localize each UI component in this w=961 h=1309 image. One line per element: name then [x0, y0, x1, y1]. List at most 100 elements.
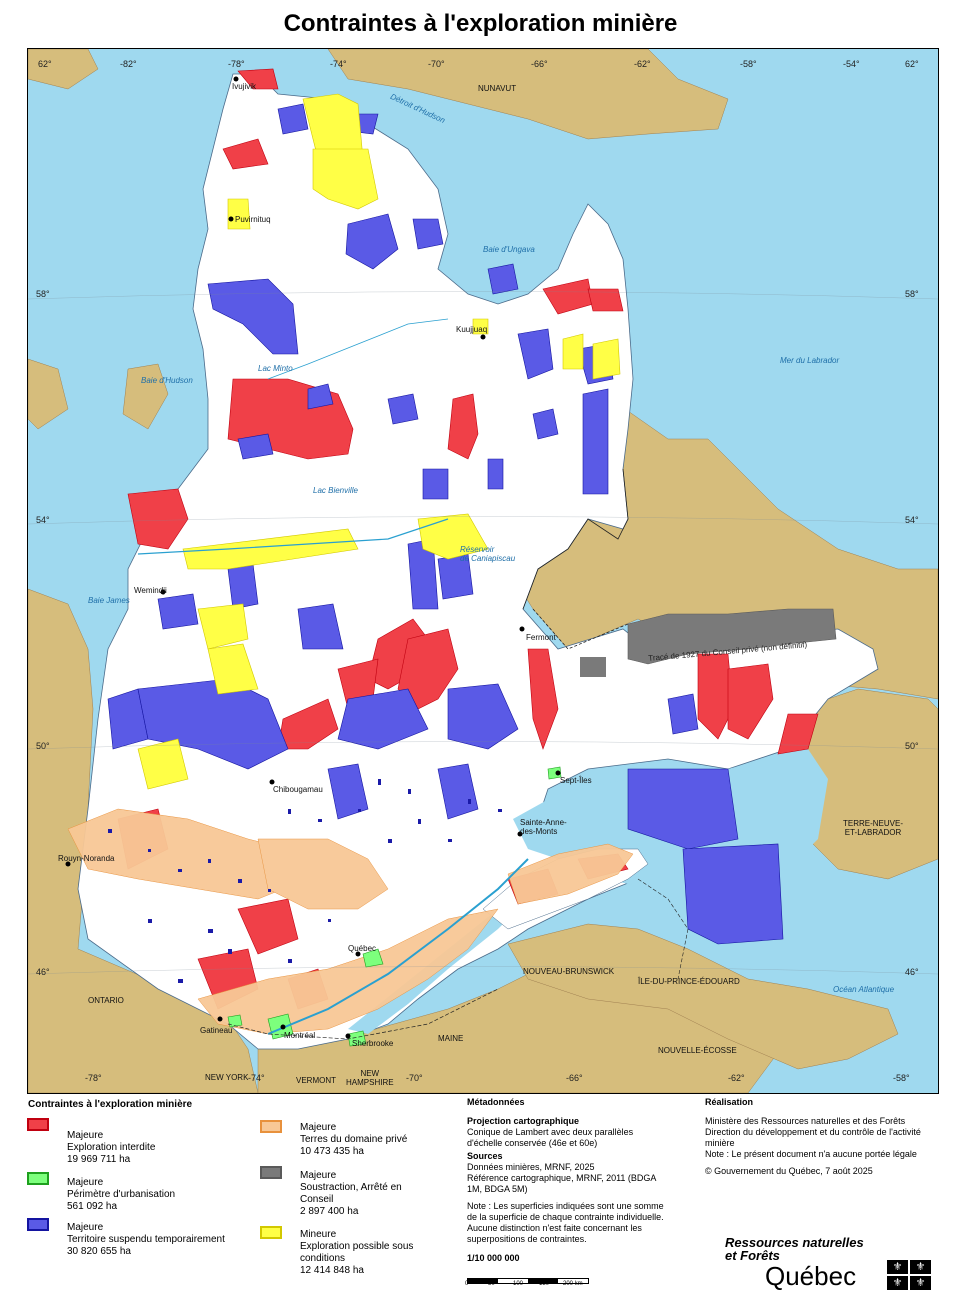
sources-heading: Sources — [467, 1151, 503, 1161]
logo-line: Ressources naturelles — [725, 1235, 864, 1250]
legend-severity: Majeure — [300, 1122, 337, 1133]
quebec-logo: Ressources naturelles et Forêts Québec ⚜… — [725, 1236, 935, 1296]
zones-suspendu-points — [108, 779, 502, 983]
lon-label: -82° — [120, 59, 137, 69]
region-label-maine: MAINE — [438, 1034, 464, 1043]
scale-tick: 200 km — [563, 1281, 583, 1287]
lon-label: -70° — [428, 59, 445, 69]
legend-label: Territoire suspendu temporairement — [67, 1234, 225, 1245]
source-line: Référence cartographique, MRNF, 2011 (BD… — [467, 1173, 656, 1194]
region-label-new-hampshire: NEW HAMPSHIRE — [346, 1069, 394, 1087]
lon-label: -70° — [406, 1073, 423, 1083]
scale-tick: 100 — [513, 1281, 524, 1287]
metadata-block: Métadonnées Projection cartographique Co… — [467, 1097, 667, 1264]
region-label-ontario: ONTARIO — [88, 996, 124, 1005]
city-label-kuujjuaq: Kuujjuaq — [456, 325, 488, 334]
legend-severity: Majeure — [67, 1177, 104, 1188]
water-label-reservoir-caniapiscau: Réservoir de Caniapiscau — [460, 545, 516, 563]
land-nunavut — [327, 49, 729, 140]
lon-label: -74° — [248, 1073, 265, 1083]
scale-tick: 50 — [488, 1281, 495, 1287]
map-frame[interactable]: 62° -82° -78° -74° -70° -66° -62° -58° -… — [27, 48, 939, 1094]
lat-label: 50° — [905, 741, 919, 751]
water-label-baie-ungava: Baie d'Ungava — [483, 245, 535, 254]
lon-label: -66° — [531, 59, 548, 69]
lat-label: 58° — [36, 289, 50, 299]
legend-area: 2 897 400 ha — [300, 1206, 359, 1217]
legend-severity: Mineure — [300, 1229, 337, 1240]
legend-label: Périmètre d'urbanisation — [67, 1189, 176, 1200]
legend-area: 561 092 ha — [67, 1201, 118, 1212]
river-leaf — [267, 318, 449, 380]
city-label-montreal: Montréal — [284, 1031, 316, 1040]
boundary-labrador — [532, 608, 629, 650]
legend-swatch — [27, 1172, 49, 1185]
legend-swatch — [260, 1166, 282, 1179]
region-label-nouveau-brunswick: NOUVEAU-BRUNSWICK — [523, 967, 615, 976]
metadata-note: Note : Les superficies indiquées sont un… — [467, 1201, 664, 1244]
lon-label: 62° — [905, 59, 919, 69]
city-label-fermont: Fermont — [526, 633, 556, 642]
projection-text: Conique de Lambert avec deux parallèles … — [467, 1127, 634, 1148]
river-grande — [137, 518, 449, 555]
water-label-mer-labrador: Mer du Labrador — [780, 356, 840, 365]
lon-label: -78° — [85, 1073, 102, 1083]
legend-severity: Majeure — [67, 1222, 104, 1233]
boundary-quebec-labrador — [522, 468, 629, 610]
scale-tick: 150 — [539, 1281, 550, 1287]
credits-heading: Réalisation — [705, 1097, 754, 1107]
region-label-nunavut: NUNAVUT — [478, 84, 517, 93]
scale-text: 1/10 000 000 — [467, 1253, 520, 1263]
lat-label: 54° — [905, 515, 919, 525]
water-label-lac-bienville: Lac Bienville — [313, 486, 358, 495]
logo-quebec: Québec — [765, 1261, 857, 1291]
city-label-quebec: Québec — [348, 944, 377, 953]
legend-severity: Majeure — [67, 1130, 104, 1141]
city-label-chibougamau: Chibougamau — [273, 785, 323, 794]
city-label-puvirnituq: Puvirnituq — [235, 215, 271, 224]
source-line: Données minières, MRNF, 2025 — [467, 1162, 595, 1172]
legend-title: Contraintes à l'exploration minière — [28, 1099, 193, 1110]
lon-label: -62° — [728, 1073, 745, 1083]
lat-label: 46° — [905, 967, 919, 977]
lat-label: 58° — [905, 289, 919, 299]
lat-label: 50° — [36, 741, 50, 751]
lon-label: -66° — [566, 1073, 583, 1083]
lon-label: -74° — [330, 59, 347, 69]
region-label-new-york: NEW YORK — [205, 1073, 249, 1082]
lon-label: -62° — [634, 59, 651, 69]
boundary-usa — [227, 988, 499, 1040]
region-label-terre-neuve: TERRE-NEUVE- ET-LABRADOR — [843, 819, 904, 837]
city-label-gatineau: Gatineau — [200, 1026, 233, 1035]
region-label-ipe: ÎLE-DU-PRINCE-ÉDOUARD — [638, 977, 740, 986]
lon-label: -54° — [843, 59, 860, 69]
projection-heading: Projection cartographique — [467, 1116, 580, 1126]
zones-domaine-prive — [67, 808, 634, 1035]
city-label-sept-iles: Sept-Îles — [560, 776, 592, 785]
metadata-heading: Métadonnées — [467, 1097, 525, 1107]
logo-line: et Forêts — [725, 1248, 780, 1263]
credits-line: Note : Le présent document n'a aucune po… — [705, 1149, 917, 1159]
copyright: © Gouvernement du Québec, 7 août 2025 — [705, 1166, 873, 1176]
land-maritimes — [507, 923, 899, 1070]
water-label-lac-minto: Lac Minto — [258, 364, 293, 373]
lon-label: 62° — [38, 59, 52, 69]
legend-swatch — [260, 1226, 282, 1239]
legend-label: Exploration possible sous conditions — [300, 1241, 414, 1264]
lon-label: -58° — [893, 1073, 910, 1083]
water-label-baie-hudson: Baie d'Hudson — [141, 376, 193, 385]
river-saint-laurent — [267, 858, 529, 1035]
credits-block: Réalisation Ministère des Ressources nat… — [705, 1097, 925, 1177]
legend-severity: Majeure — [300, 1170, 337, 1181]
zones-exploration-sous-conditions — [137, 93, 621, 790]
zone-soustraction — [627, 608, 837, 665]
map-title: Contraintes à l'exploration minière — [283, 10, 678, 37]
land-ontario — [28, 588, 259, 1093]
water-label-ocean: Océan Atlantique — [833, 985, 895, 994]
lon-label: -78° — [228, 59, 245, 69]
legend-area: 19 969 711 ha — [67, 1154, 131, 1165]
city-label-wemindji: Wemindji — [134, 586, 167, 595]
fleur-de-lys-icon: ⚜ ⚜ ⚜ ⚜ — [887, 1260, 931, 1290]
city-label-sherbrooke: Sherbrooke — [352, 1039, 394, 1048]
boundary-gulf — [637, 878, 689, 980]
